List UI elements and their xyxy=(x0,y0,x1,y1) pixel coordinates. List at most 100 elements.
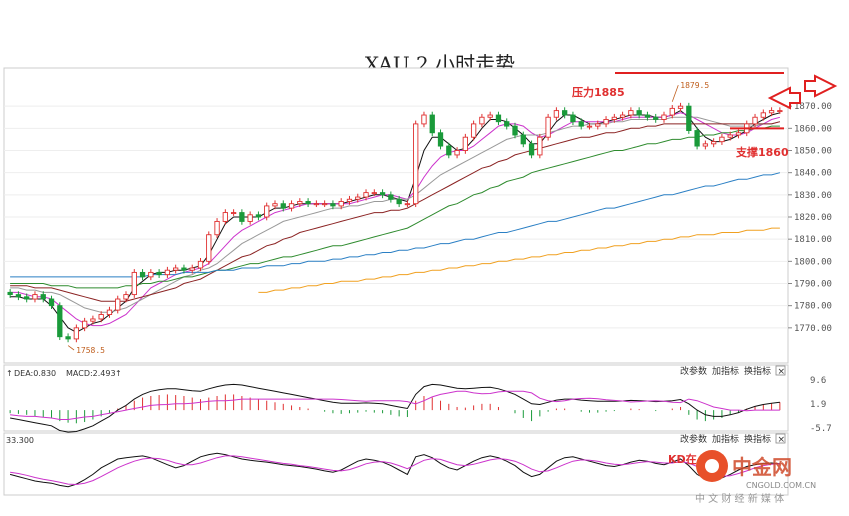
panel-close-button xyxy=(775,365,786,376)
candle-body xyxy=(371,192,377,195)
candle-body xyxy=(628,110,634,116)
high-marker-line xyxy=(671,84,679,102)
candle-body xyxy=(578,121,584,127)
candle-body xyxy=(653,116,659,120)
candle-body xyxy=(586,125,593,128)
price-tick-label: 1780.00 xyxy=(794,302,832,312)
candle-body xyxy=(644,114,651,118)
candle-body xyxy=(777,110,783,113)
candle-body xyxy=(462,136,469,151)
candle-body xyxy=(669,107,675,116)
candle-body xyxy=(131,271,137,296)
price-tick-label: 1840.00 xyxy=(794,169,832,179)
candle-body xyxy=(173,267,179,271)
candle-body xyxy=(661,114,667,120)
high-label: 1879.5 xyxy=(680,81,709,90)
resistance-label: 压力1885 xyxy=(572,85,625,99)
candle-body xyxy=(562,110,568,116)
candle-body xyxy=(603,119,609,125)
price-tick-label: 1800.00 xyxy=(794,257,832,267)
price-tick-label: 1770.00 xyxy=(794,324,832,334)
candle-body xyxy=(619,114,626,118)
candle-body xyxy=(694,130,700,147)
candle-body xyxy=(446,145,452,156)
ma-line-orange xyxy=(258,227,780,293)
candle-body xyxy=(247,214,253,222)
watermark-tagline: 中 文 财 经 新 媒 体 xyxy=(695,492,784,505)
candle-body xyxy=(570,114,576,123)
macd-arrow-icon: ↑ xyxy=(6,369,13,378)
kd-annotation: KD在 xyxy=(668,452,697,466)
support-label: 支撑1860 xyxy=(735,145,789,159)
candle-body xyxy=(528,143,535,156)
candle-body xyxy=(479,116,485,125)
candle-body xyxy=(156,271,162,276)
candle-body xyxy=(553,110,560,118)
candle-body xyxy=(710,141,717,145)
kd-label: 33.300 xyxy=(6,436,34,445)
macd-dea-line xyxy=(10,390,780,420)
panel-close-icon: × xyxy=(778,435,786,445)
candle-body xyxy=(206,234,212,262)
candle-body xyxy=(537,136,543,156)
price-tick-label: 1820.00 xyxy=(794,213,832,223)
candle-body xyxy=(197,260,204,269)
panel-close-button xyxy=(775,433,786,444)
watermark-domain: CNGOLD.COM.CN xyxy=(746,481,816,490)
candle-body xyxy=(272,203,278,207)
candle-body xyxy=(181,267,187,271)
candle-body xyxy=(297,201,303,205)
candle-body xyxy=(545,116,551,138)
candle-body xyxy=(189,267,195,271)
macd-label: MACD:2.493 xyxy=(66,369,116,378)
candle-body xyxy=(57,305,63,338)
candle-body xyxy=(520,134,526,145)
candle-body xyxy=(437,132,444,147)
macd-panel-frame xyxy=(3,364,789,432)
panel-toolbar-button: 加指标 xyxy=(712,365,739,377)
candle-body xyxy=(504,121,510,127)
candle-body xyxy=(106,309,113,315)
low-marker-line xyxy=(67,345,75,351)
candle-body xyxy=(164,269,171,276)
candle-body xyxy=(32,294,38,300)
candle-body xyxy=(719,136,725,143)
candle-body xyxy=(454,150,460,156)
low-label: 1758.5 xyxy=(76,346,105,355)
candle-body xyxy=(139,271,146,278)
candle-body xyxy=(214,220,220,236)
watermark-text: 中金网 xyxy=(732,455,792,479)
candle-body xyxy=(702,143,709,147)
candle-body xyxy=(123,294,129,300)
candle-body xyxy=(90,318,96,322)
candle-body xyxy=(230,212,237,215)
dea-label: DEA:0.830 xyxy=(14,369,56,378)
candle-body xyxy=(421,114,427,125)
candle-body xyxy=(396,198,402,205)
candle-body xyxy=(727,134,733,138)
candle-body xyxy=(239,212,245,222)
candle-body xyxy=(81,320,88,329)
candle-body xyxy=(636,110,642,116)
candle-body xyxy=(379,192,386,196)
candle-body xyxy=(321,203,328,206)
candle-body xyxy=(338,201,344,207)
candle-body xyxy=(429,114,435,134)
candle-body xyxy=(65,336,71,340)
candle-body xyxy=(470,123,477,138)
candle-body xyxy=(264,205,270,218)
candle-body xyxy=(7,291,13,296)
candle-body xyxy=(363,192,369,198)
candle-body xyxy=(313,203,320,206)
candle-body xyxy=(760,112,766,118)
candle-body xyxy=(355,196,361,200)
candle-body xyxy=(595,123,601,127)
macd-tick-label: 1.9 xyxy=(810,400,826,410)
price-tick-label: 1870.00 xyxy=(794,102,832,112)
candle-body xyxy=(686,105,692,131)
candle-body xyxy=(413,123,419,205)
kd-d-line xyxy=(10,455,780,486)
right-arrow-icon xyxy=(804,74,838,98)
panel-toolbar-button: 改参数 xyxy=(680,365,707,377)
